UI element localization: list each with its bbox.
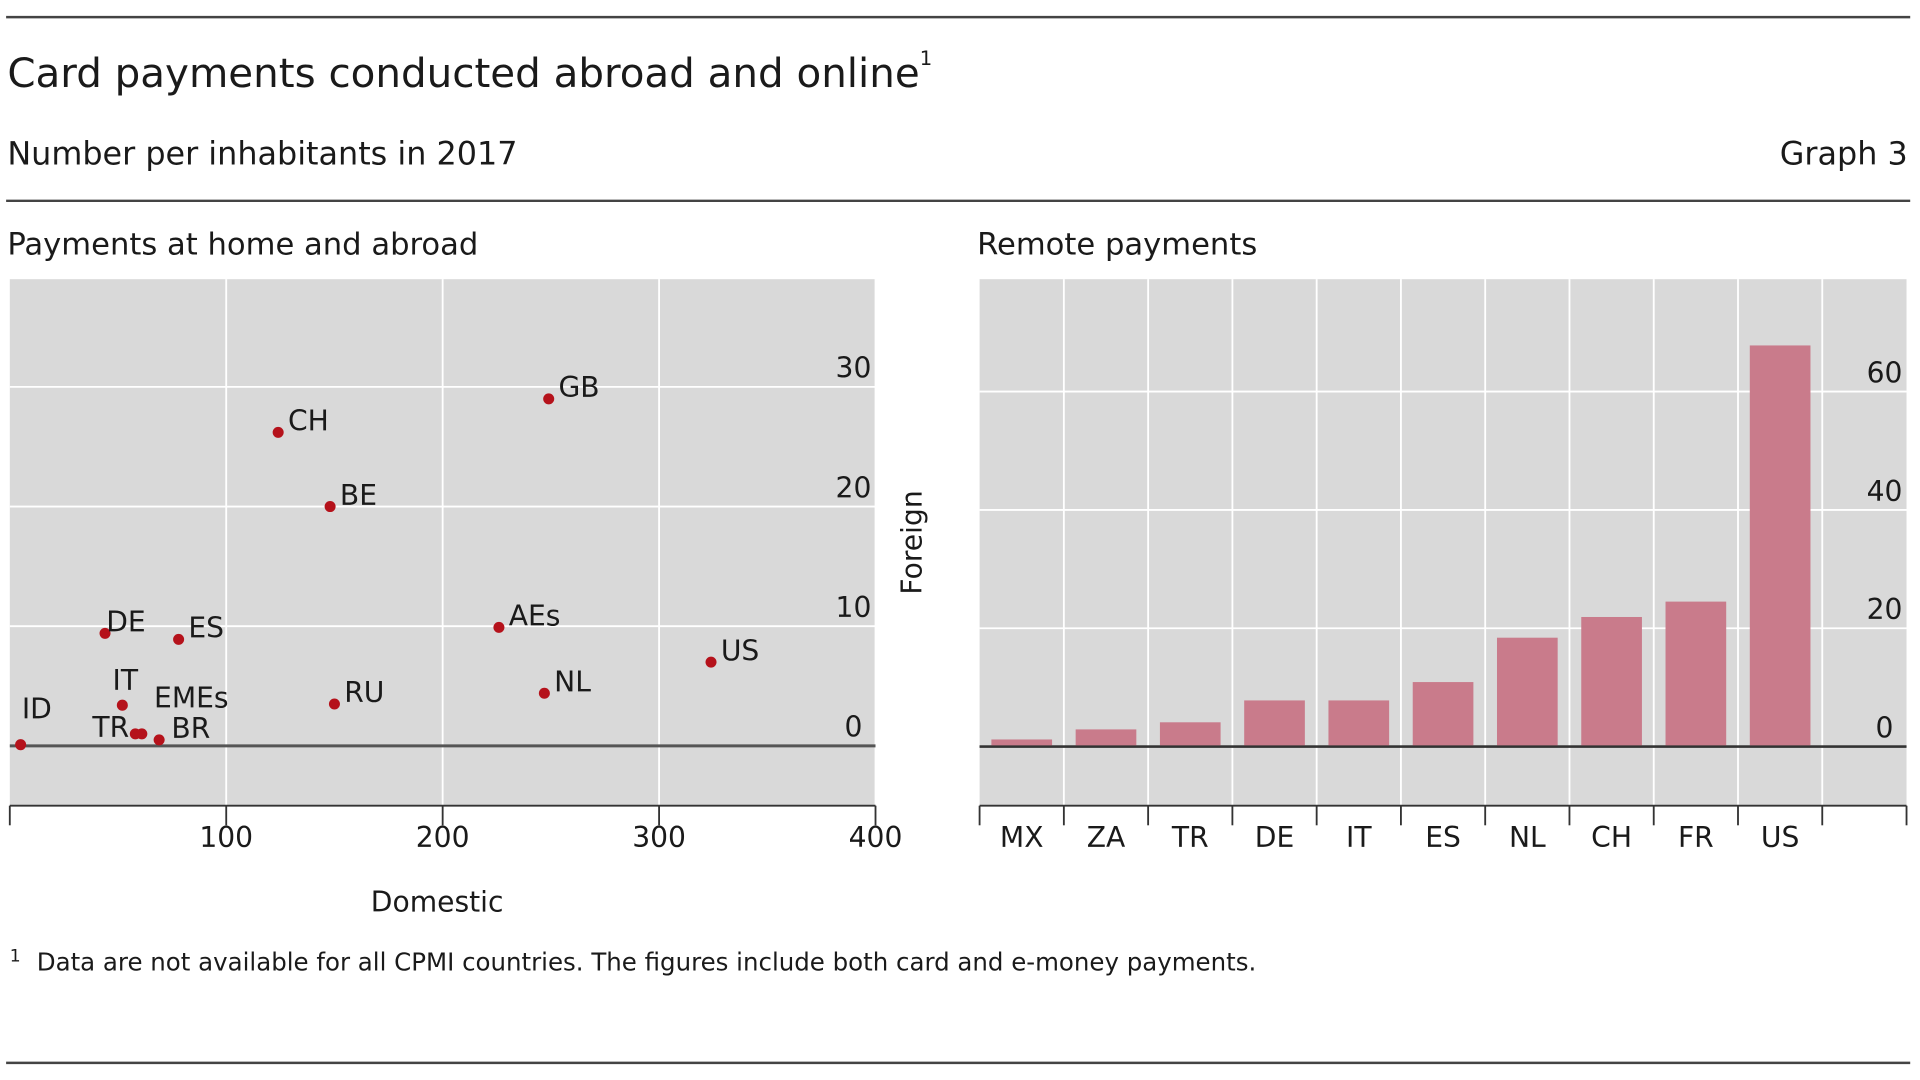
- y-tick-label: 0: [1876, 711, 1894, 744]
- point-label: DE: [106, 606, 145, 639]
- point-label: NL: [554, 665, 591, 698]
- x-tick-label: US: [1761, 821, 1799, 854]
- bar: [991, 739, 1053, 747]
- point: [493, 621, 505, 633]
- y-axis-label: Foreign: [895, 490, 928, 594]
- title-text: Card payments conducted abroad and onlin…: [7, 49, 919, 97]
- x-tick-label: 100: [199, 821, 253, 854]
- y-tick-label: 20: [836, 471, 872, 504]
- x-tick-label: TR: [1171, 821, 1209, 854]
- bar: [1665, 601, 1727, 747]
- point-label: CH: [288, 405, 329, 438]
- point-label: EMEs: [154, 682, 229, 715]
- point: [705, 656, 717, 668]
- point: [173, 633, 185, 645]
- x-tick-label: ES: [1425, 821, 1461, 854]
- bar: [1749, 345, 1811, 747]
- point: [153, 734, 165, 746]
- footnote: 1 Data are not available for all CPMI cou…: [10, 946, 1256, 976]
- bar: [1244, 700, 1305, 747]
- bar: [1075, 729, 1137, 747]
- point-label: BR: [171, 712, 210, 745]
- point-label: RU: [344, 676, 384, 709]
- bar: [1412, 682, 1474, 747]
- title: Card payments conducted abroad and onlin…: [7, 46, 932, 97]
- x-tick-label: ZA: [1087, 821, 1126, 854]
- subtitle: Number per inhabitants in 2017: [7, 135, 517, 173]
- point: [328, 698, 340, 710]
- x-tick-label: DE: [1255, 821, 1294, 854]
- x-tick-label: IT: [1346, 821, 1372, 854]
- y-tick-label: 60: [1867, 356, 1903, 389]
- point-label: TR: [91, 711, 129, 744]
- point: [538, 687, 550, 699]
- x-tick-label: FR: [1678, 821, 1714, 854]
- y-tick-label: 40: [1867, 475, 1903, 508]
- point-label: ID: [22, 692, 52, 725]
- y-tick-label: 30: [836, 352, 872, 385]
- point: [136, 728, 148, 740]
- point-label: IT: [113, 664, 139, 697]
- x-tick-label: CH: [1591, 821, 1632, 854]
- bar: [1159, 722, 1221, 747]
- x-tick-label: 300: [632, 821, 686, 854]
- point-label: GB: [558, 371, 599, 404]
- x-tick-label: 400: [849, 821, 903, 854]
- panel-title: Payments at home and abroad: [7, 228, 478, 263]
- bar: [1581, 616, 1642, 747]
- y-tick-label: 0: [845, 711, 863, 744]
- point: [99, 627, 111, 639]
- bar: [1496, 637, 1558, 747]
- footnote-text: Data are not available for all CPMI coun…: [37, 948, 1257, 977]
- point: [543, 393, 555, 405]
- y-tick-label: 10: [836, 591, 872, 624]
- point: [272, 426, 284, 438]
- point: [116, 699, 128, 711]
- point-label: US: [721, 634, 759, 667]
- bar: [1328, 700, 1390, 747]
- graph-label: Graph 3: [1780, 135, 1908, 173]
- point-label: ES: [188, 612, 224, 645]
- x-tick-label: MX: [1000, 821, 1044, 854]
- y-tick-label: 20: [1867, 593, 1903, 626]
- x-tick-label: NL: [1509, 821, 1546, 854]
- panel-title: Remote payments: [977, 228, 1257, 263]
- footnote-marker: 1: [10, 946, 21, 966]
- x-tick-label: 200: [416, 821, 470, 854]
- point: [324, 501, 336, 513]
- point-label: BE: [340, 479, 377, 512]
- point-label: AEs: [509, 600, 561, 633]
- title-note: 1: [920, 46, 932, 69]
- x-axis-label: Domestic: [371, 886, 504, 919]
- point: [15, 739, 27, 751]
